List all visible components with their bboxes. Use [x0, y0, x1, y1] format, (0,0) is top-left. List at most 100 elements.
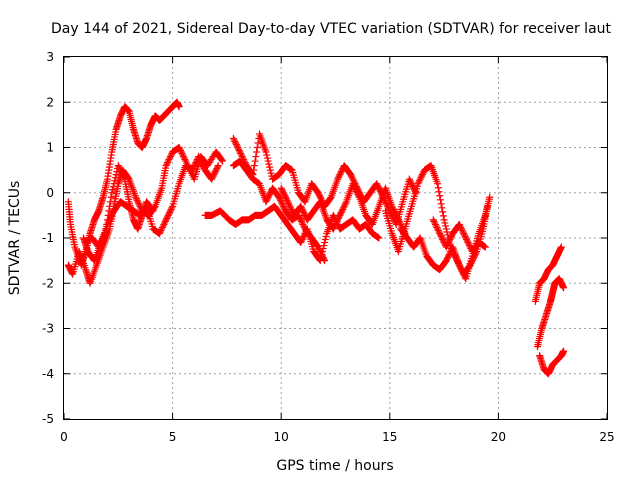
data-point-interp	[316, 246, 324, 254]
data-point-interp	[211, 168, 219, 176]
data-point-interp	[238, 153, 246, 161]
data-point-interp	[266, 190, 274, 198]
data-point-interp	[315, 245, 323, 253]
data-point-interp	[417, 174, 425, 182]
data-point-interp	[263, 151, 271, 159]
data-point-interp	[341, 201, 349, 209]
data-point	[229, 134, 237, 142]
data-point-interp	[160, 220, 168, 228]
data-point	[297, 239, 305, 247]
data-point-interp	[234, 144, 242, 151]
data-point-interp	[457, 225, 465, 233]
data-point-interp	[109, 186, 117, 194]
data-point-interp	[439, 208, 447, 216]
data-point-interp	[300, 222, 308, 230]
data-point	[162, 162, 170, 170]
data-point-interp	[415, 177, 423, 185]
data-point-interp	[456, 263, 464, 271]
data-point-interp	[297, 204, 305, 212]
data-point-interp	[282, 195, 290, 203]
data-point-interp	[105, 207, 113, 215]
data-point-interp	[296, 214, 304, 222]
data-point-interp	[159, 222, 167, 230]
data-point-interp	[279, 187, 287, 195]
data-point-interp	[337, 169, 345, 177]
data-point-interp	[389, 204, 397, 212]
data-point-interp	[298, 205, 306, 213]
data-point-interp	[116, 166, 124, 174]
data-point-interp	[109, 183, 117, 191]
data-point-interp	[419, 169, 427, 177]
data-point-interp	[234, 145, 242, 153]
data-point-interp	[166, 154, 174, 162]
data-point-interp	[406, 177, 414, 185]
data-point-interp	[111, 174, 119, 182]
data-point	[560, 347, 568, 355]
data-point-interp	[253, 148, 261, 156]
data-point	[275, 193, 283, 201]
data-point-interp	[395, 217, 403, 225]
data-point	[329, 225, 337, 233]
data-point-interp	[464, 239, 472, 247]
data-point-interp	[191, 160, 199, 168]
data-point-interp	[200, 163, 208, 171]
x-axis-label: GPS time / hours	[276, 458, 393, 474]
data-point-interp	[408, 181, 416, 189]
data-point-interp	[373, 181, 381, 189]
data-point-interp	[100, 232, 108, 240]
data-point	[375, 234, 383, 242]
data-point-interp	[278, 199, 286, 207]
data-point-interp	[443, 242, 451, 250]
plot-frame	[63, 56, 608, 420]
data-point-interp	[197, 157, 205, 165]
data-point	[329, 211, 337, 219]
data-point-interp	[161, 219, 169, 227]
data-point-interp	[163, 214, 171, 222]
data-point-interp	[396, 219, 404, 227]
data-point-interp	[254, 139, 262, 147]
data-point	[481, 243, 489, 251]
data-point-interp	[252, 153, 260, 161]
data-point-interp	[445, 237, 453, 245]
data-point-interp	[230, 136, 238, 144]
data-point-interp	[237, 151, 245, 159]
data-point-interp	[119, 171, 127, 179]
data-point-interp	[300, 210, 308, 218]
data-point	[262, 198, 270, 206]
data-point-interp	[320, 255, 328, 263]
data-point-interp	[106, 198, 114, 206]
data-point-interp	[434, 184, 442, 192]
chart-title: Day 144 of 2021, Sidereal Day-to-day VTE…	[51, 21, 612, 37]
y-axis-label: SDTVAR / TECUs	[7, 181, 23, 296]
data-point-interp	[465, 240, 473, 248]
data-point-interp	[167, 205, 175, 213]
data-point-interp	[161, 217, 169, 225]
data-point-interp	[321, 239, 329, 247]
data-point-interp	[444, 240, 452, 248]
data-point-interp	[133, 196, 141, 204]
data-point-interp	[434, 226, 442, 234]
data-point-interp	[209, 172, 217, 180]
data-point-interp	[433, 223, 441, 231]
data-point-interp	[321, 236, 329, 244]
data-point-interp	[208, 174, 216, 182]
data-point-interp	[431, 219, 439, 227]
data-point-interp	[199, 162, 207, 170]
data-point-interp	[287, 205, 295, 213]
data-point-interp	[331, 222, 339, 230]
data-point	[336, 211, 344, 219]
data-point-interp	[355, 192, 363, 200]
data-point-interp	[102, 225, 110, 233]
data-point-interp	[116, 165, 124, 173]
data-point-interp	[176, 145, 184, 153]
data-point	[436, 229, 444, 237]
data-point-interp	[198, 159, 206, 167]
x-tick-label: 25	[599, 430, 614, 444]
x-tick-label: 5	[169, 430, 177, 444]
y-tick-label: -4	[42, 367, 54, 381]
data-point	[486, 193, 494, 201]
data-point	[434, 180, 442, 188]
data-point-interp	[166, 207, 174, 215]
data-point	[442, 243, 450, 251]
data-point	[156, 229, 164, 237]
